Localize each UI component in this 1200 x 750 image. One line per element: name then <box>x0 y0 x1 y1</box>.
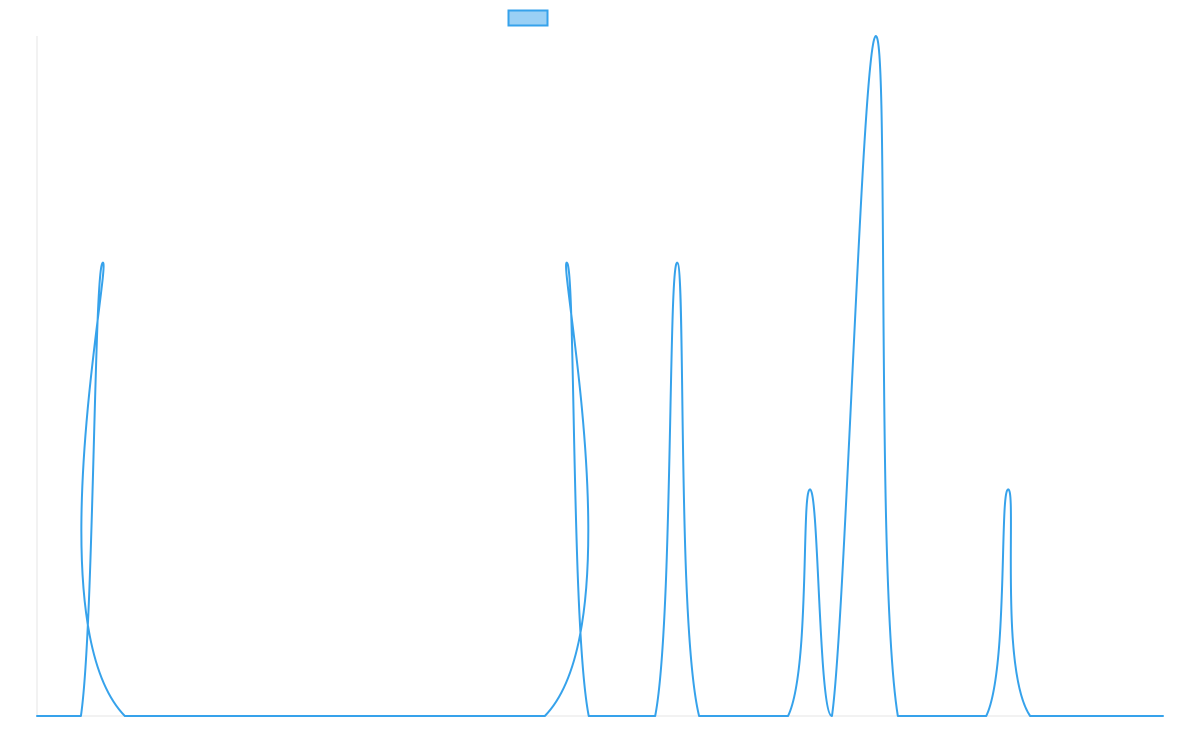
series-line-0 <box>36 35 1164 718</box>
legend[interactable] <box>507 9 549 27</box>
legend-swatch[interactable] <box>507 9 549 27</box>
axes <box>36 36 1163 717</box>
series-layer <box>36 35 1164 718</box>
